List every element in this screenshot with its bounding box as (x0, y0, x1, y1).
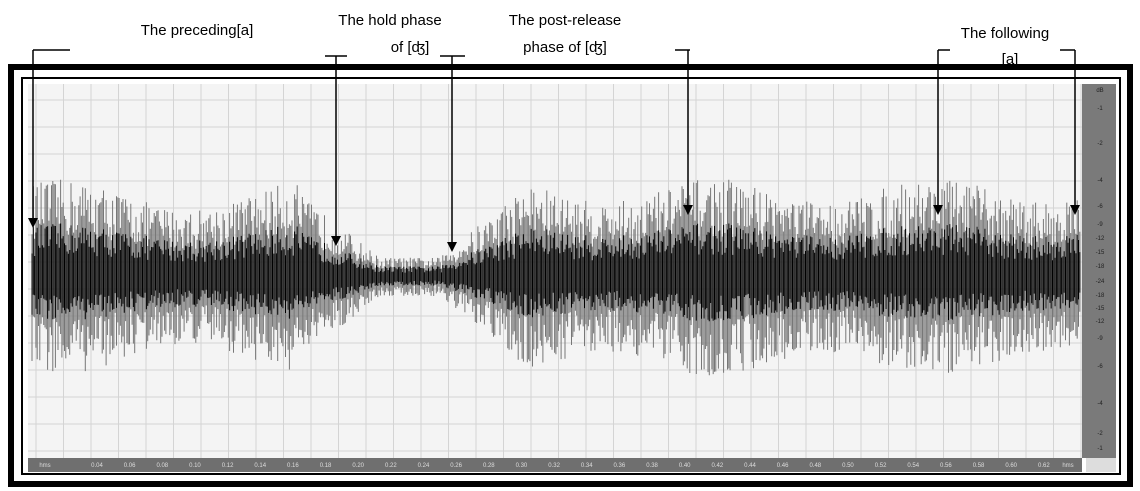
time-label: 0.26 (450, 463, 462, 469)
time-label: 0.12 (222, 463, 234, 469)
time-strip (28, 458, 1082, 472)
time-label: 0.62 (1038, 463, 1050, 469)
time-label: 0.32 (548, 463, 560, 469)
time-label: 0.52 (875, 463, 887, 469)
db-label: -2 (1097, 431, 1103, 437)
corner-box (1086, 458, 1116, 472)
outer-frame (8, 64, 1133, 487)
arrow-head (28, 218, 38, 228)
time-label: hms (1062, 463, 1073, 469)
db-label: -18 (1096, 264, 1105, 270)
time-label: hms (39, 463, 50, 469)
db-label: -12 (1096, 319, 1105, 325)
db-label: -9 (1097, 222, 1103, 228)
annotation-text: phase of [ʤ] (523, 39, 607, 56)
time-label: 0.22 (385, 463, 397, 469)
db-label: dB (1096, 88, 1103, 94)
annotations: The preceding[a] The hold phase of [ʤ] The … (28, 12, 1080, 252)
waveform-core (31, 223, 1081, 322)
arrow-head (1070, 205, 1080, 215)
annotation-text: The following (961, 25, 1049, 42)
db-label: -18 (1096, 293, 1105, 299)
time-label: 0.48 (809, 463, 821, 469)
time-label: 0.46 (777, 463, 789, 469)
annotation-text: The post-release (509, 12, 622, 29)
db-label: -15 (1096, 250, 1105, 256)
arrow-head (447, 242, 457, 252)
time-label: 0.20 (352, 463, 364, 469)
time-label: 0.44 (744, 463, 756, 469)
time-label: 0.04 (91, 463, 103, 469)
db-label: -12 (1096, 236, 1105, 242)
time-label: 0.50 (842, 463, 854, 469)
time-label: 0.36 (614, 463, 626, 469)
time-label: 0.14 (254, 463, 266, 469)
db-label: -1 (1097, 106, 1103, 112)
time-label: 0.16 (287, 463, 299, 469)
waveform (31, 179, 1081, 376)
annotation-text: [a] (1002, 51, 1019, 68)
annotation-text: The hold phase (338, 12, 441, 29)
time-label: 0.56 (940, 463, 952, 469)
db-label: -1 (1097, 446, 1103, 452)
time-label: 0.54 (907, 463, 919, 469)
time-label: 0.08 (156, 463, 168, 469)
db-label: -2 (1097, 141, 1103, 147)
arrow-head (331, 236, 341, 246)
db-label: -6 (1097, 364, 1103, 370)
time-label: 0.38 (646, 463, 658, 469)
db-label: -4 (1097, 401, 1103, 407)
db-label: -6 (1097, 204, 1103, 210)
axes: hms 0.04 0.06 0.08 0.10 0.12 0.14 0.16 0.18 0.20 0… (39, 88, 1105, 469)
annotation-text: The preceding[a] (141, 22, 254, 39)
time-label: 0.40 (679, 463, 691, 469)
time-label: 0.42 (712, 463, 724, 469)
arrow-head (683, 205, 693, 215)
time-label: 0.60 (1005, 463, 1017, 469)
db-label: -9 (1097, 336, 1103, 342)
time-label: 0.30 (516, 463, 528, 469)
annotation-text: of [ʤ] (391, 39, 430, 56)
time-label: 0.28 (483, 463, 495, 469)
time-label: 0.24 (418, 463, 430, 469)
db-label: -24 (1096, 279, 1105, 285)
arrow-head (933, 205, 943, 215)
time-label: 0.34 (581, 463, 593, 469)
time-label: 0.18 (320, 463, 332, 469)
db-strip (1082, 84, 1116, 458)
time-label: 0.06 (124, 463, 136, 469)
db-label: -4 (1097, 178, 1103, 184)
db-label: -15 (1096, 306, 1105, 312)
time-label: 0.10 (189, 463, 201, 469)
time-label: 0.58 (973, 463, 985, 469)
